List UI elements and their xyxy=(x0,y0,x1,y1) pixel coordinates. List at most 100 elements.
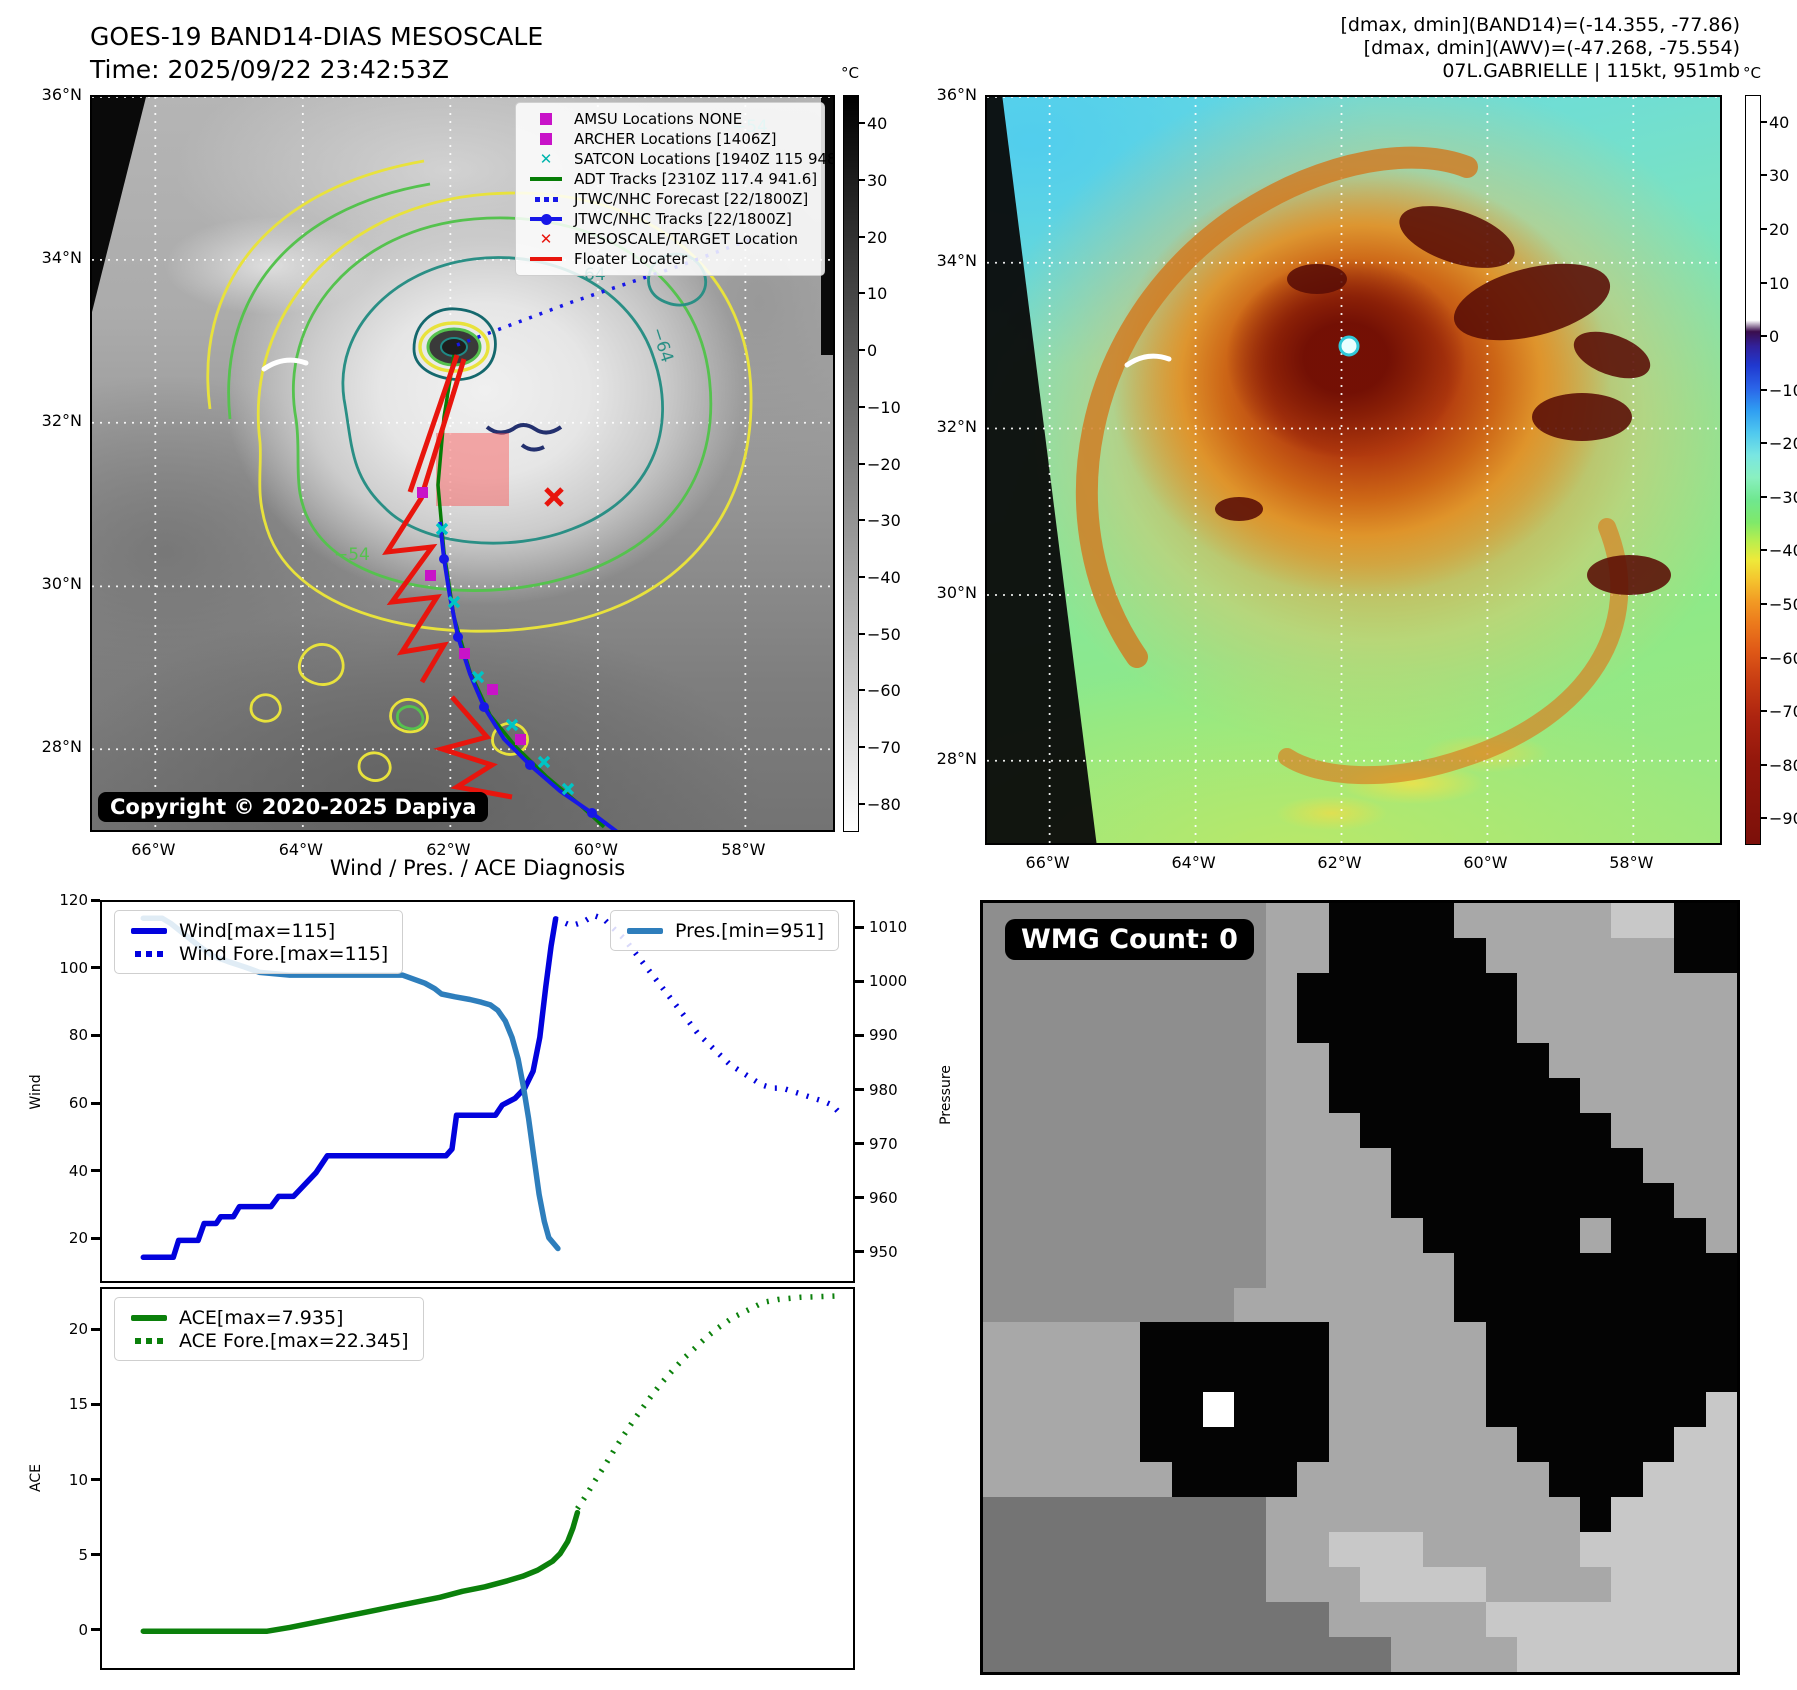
y-tick-mark xyxy=(91,1033,100,1037)
wmg-cell xyxy=(1611,1147,1644,1184)
wmg-cell xyxy=(1517,903,1550,939)
wmg-cell xyxy=(1297,1392,1330,1428)
wmg-cell xyxy=(1234,1252,1267,1289)
legend-item: ACE[max=7.935] xyxy=(129,1306,409,1329)
wmg-cell xyxy=(1454,1392,1487,1428)
wmg-cell xyxy=(1328,937,1361,974)
wmg-cell xyxy=(1579,1147,1612,1184)
wmg-cell xyxy=(1234,1182,1267,1219)
wmg-cell xyxy=(1077,1077,1110,1114)
dotted-line-icon xyxy=(129,950,169,957)
wmg-cell xyxy=(1391,1147,1424,1184)
band14-colorbar xyxy=(843,95,859,832)
wmg-cell xyxy=(1705,1287,1737,1324)
wmg-cell xyxy=(1422,1252,1455,1289)
legend-item: ADT Tracks [2310Z 117.4 941.6] xyxy=(526,169,817,189)
wmg-cell xyxy=(1077,1007,1110,1044)
wmg-cell xyxy=(983,1007,1016,1044)
floater-locater-lines xyxy=(382,354,513,800)
wmg-cell xyxy=(1077,1532,1110,1568)
wmg-cell xyxy=(1517,1042,1550,1079)
wmg-cell xyxy=(1674,1602,1707,1638)
wmg-cell xyxy=(1171,1112,1204,1149)
wmg-cell xyxy=(1297,1007,1330,1044)
wmg-cell xyxy=(1674,1532,1707,1568)
wmg-cell xyxy=(1454,972,1487,1009)
legend-item-label: JTWC/NHC Tracks [22/1800Z] xyxy=(574,210,792,228)
wmg-cell xyxy=(1265,1462,1298,1498)
wmg-cell xyxy=(1422,1077,1455,1114)
wmg-cell xyxy=(1485,972,1518,1009)
wmg-cell xyxy=(1265,1077,1298,1114)
wmg-cell xyxy=(1705,1392,1737,1428)
wmg-cell xyxy=(1014,1147,1047,1184)
wmg-cell xyxy=(1328,1217,1361,1254)
wmg-cell xyxy=(1674,1077,1707,1114)
wmg-cell xyxy=(1360,1532,1393,1568)
legend-item: Wind Fore.[max=115] xyxy=(129,942,388,965)
colorbar-tick-mark xyxy=(859,292,865,295)
wmg-cell xyxy=(1642,1532,1675,1568)
wind-pressure-chart: Wind[max=115] Wind Fore.[max=115] Pres.[m… xyxy=(100,900,855,1283)
wmg-cell xyxy=(1422,1392,1455,1428)
wmg-cell xyxy=(1360,1077,1393,1114)
wmg-cell xyxy=(1077,972,1110,1009)
wmg-cell xyxy=(1705,1602,1737,1638)
y-tick-label: 20 xyxy=(68,1320,88,1339)
wmg-cell xyxy=(1077,1322,1110,1359)
wmg-cell xyxy=(1202,1217,1235,1254)
wmg-cell xyxy=(1202,1252,1235,1289)
wmg-cell xyxy=(1234,1392,1267,1428)
wmg-cell xyxy=(1485,1322,1518,1359)
y-tick-label: 0 xyxy=(78,1620,88,1639)
wmg-cell xyxy=(1705,1112,1737,1149)
lon-tick-label: 66°W xyxy=(131,840,176,859)
wmg-cell xyxy=(1297,1532,1330,1568)
wmg-cell xyxy=(1579,1532,1612,1568)
wmg-cell xyxy=(1454,1532,1487,1568)
wmg-cell xyxy=(983,1567,1016,1603)
wmg-cell xyxy=(1454,1007,1487,1044)
diagnosis-title: Wind / Pres. / ACE Diagnosis xyxy=(329,856,626,880)
y-tick-mark xyxy=(91,1169,100,1173)
y-tick-label: 10 xyxy=(68,1470,88,1489)
wmg-cell xyxy=(1265,1532,1298,1568)
wmg-cell xyxy=(1517,1462,1550,1498)
band14-map: −54 64 −64 −54 AMSU Locations NONEARCHER… xyxy=(90,95,835,832)
wmg-cell xyxy=(1642,1147,1675,1184)
wmg-cell xyxy=(1517,1602,1550,1638)
wmg-cell xyxy=(1705,937,1737,974)
legend-item-label: ARCHER Locations [1406Z] xyxy=(574,130,777,148)
wmg-cell xyxy=(1485,1147,1518,1184)
wmg-cell xyxy=(1548,1392,1581,1428)
wmg-cell xyxy=(1391,1462,1424,1498)
ace-legend: ACE[max=7.935] ACE Fore.[max=22.345] xyxy=(114,1297,424,1361)
wmg-cell xyxy=(1140,1322,1173,1359)
wmg-cell xyxy=(1297,1637,1330,1672)
wmg-cell xyxy=(1077,1112,1110,1149)
wmg-cell xyxy=(1422,1217,1455,1254)
wmg-cell xyxy=(1517,1007,1550,1044)
y-tick-label: 20 xyxy=(68,1229,88,1248)
y-tick-label: 15 xyxy=(68,1395,88,1414)
colorbar-tick-mark xyxy=(859,575,865,578)
wmg-cell xyxy=(1171,1287,1204,1324)
wmg-cell xyxy=(1265,1182,1298,1219)
wmg-cell xyxy=(1422,1567,1455,1603)
wmg-cell xyxy=(1077,1637,1110,1672)
wmg-cell xyxy=(1234,1497,1267,1533)
legend-item: ARCHER Locations [1406Z] xyxy=(526,129,814,149)
x-icon: ✕ xyxy=(539,150,553,168)
wmg-cell xyxy=(1548,1567,1581,1603)
wmg-cell xyxy=(1611,1322,1644,1359)
wmg-cell xyxy=(1485,1252,1518,1289)
wmg-count-badge: WMG Count: 0 xyxy=(1005,919,1254,960)
y-tick-mark xyxy=(91,1101,100,1105)
wmg-cell xyxy=(1422,1322,1455,1359)
wmg-cell xyxy=(1265,1147,1298,1184)
colorbar-tick-label: 10 xyxy=(1769,273,1790,293)
lon-tick-label: 62°W xyxy=(426,840,471,859)
wmg-cell xyxy=(1454,1077,1487,1114)
wmg-cell xyxy=(1454,1497,1487,1533)
y-tick-mark xyxy=(855,1088,864,1091)
